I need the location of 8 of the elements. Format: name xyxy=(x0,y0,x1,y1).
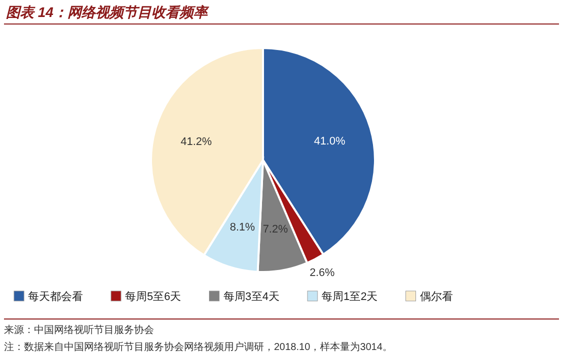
legend-label: 每周5至6天 xyxy=(125,291,182,303)
legend-label: 偶尔看 xyxy=(420,290,453,303)
legend-label: 每周1至2天 xyxy=(322,291,378,303)
annotation: 注：数据来自中国网络视听节目服务协会网络视频用户调研，2018.10，样本量为3014。 xyxy=(4,342,392,353)
annotation: 来源：中国网络视听节目服务协会 xyxy=(4,325,154,336)
title: 图表 14：网络视频节目收看频率 xyxy=(6,4,208,20)
legend-label: 每天都会看 xyxy=(28,290,83,303)
legend-label: 每周3至4天 xyxy=(223,291,280,303)
